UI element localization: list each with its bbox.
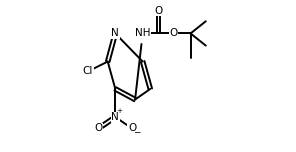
Text: Cl: Cl xyxy=(83,66,93,76)
Text: O: O xyxy=(128,123,136,133)
Text: O: O xyxy=(170,28,178,38)
Text: O: O xyxy=(155,6,163,16)
Text: NH: NH xyxy=(135,28,150,38)
Text: N: N xyxy=(112,28,119,38)
Text: O: O xyxy=(94,123,103,133)
Text: +: + xyxy=(116,108,122,114)
Text: N: N xyxy=(112,112,119,122)
Text: −: − xyxy=(133,127,140,136)
